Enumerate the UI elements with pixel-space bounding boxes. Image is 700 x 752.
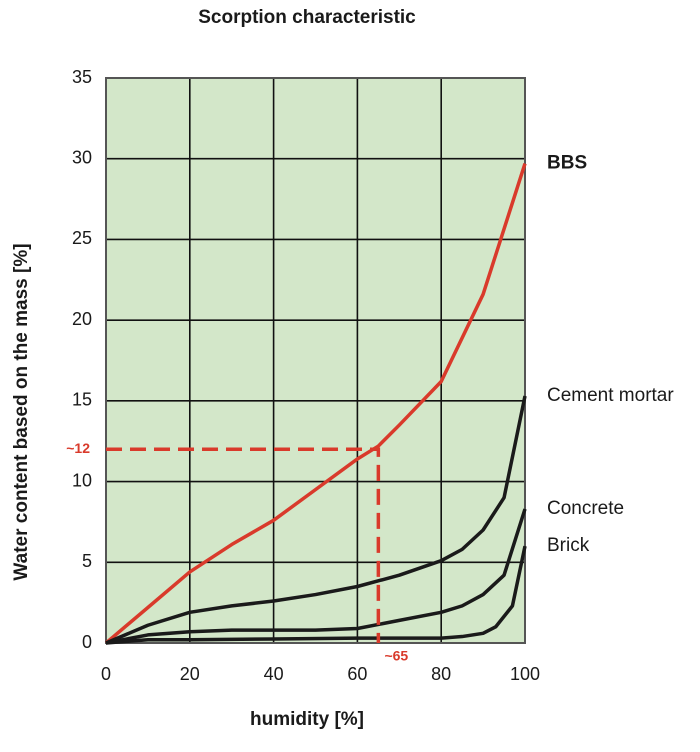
series-label: Concrete [547, 498, 624, 519]
x-tick-label: 40 [264, 664, 284, 684]
x-tick-label: 80 [431, 664, 451, 684]
y-axis-title: Water content based on the mass [%] [11, 243, 32, 580]
annotation-label: ~65 [384, 648, 408, 664]
y-tick-label: 20 [72, 309, 92, 329]
series-label: Cement mortar [547, 385, 674, 406]
y-tick-label: 15 [72, 390, 92, 410]
annotation-label: ~12 [66, 440, 90, 456]
x-tick-label: 60 [347, 664, 367, 684]
x-tick-label: 20 [180, 664, 200, 684]
series-label: Brick [547, 535, 590, 556]
series-line [105, 395, 527, 645]
series-line [105, 508, 527, 645]
series-label: BBS [547, 153, 587, 174]
y-tick-label: 35 [72, 67, 92, 87]
series-line [105, 545, 527, 645]
y-tick-label: 0 [82, 632, 92, 652]
chart-title: Scorption characteristic [198, 7, 416, 28]
y-tick-label: 25 [72, 228, 92, 248]
x-tick-label: 100 [510, 664, 540, 684]
plot-background [106, 78, 525, 643]
plot-frame [105, 77, 526, 644]
x-tick-label: 0 [101, 664, 111, 684]
y-tick-label: 30 [72, 147, 92, 167]
annotation-guide [106, 447, 381, 643]
x-axis-title: humidity [%] [250, 709, 364, 730]
y-tick-label: 10 [72, 470, 92, 490]
y-tick-label: 5 [82, 551, 92, 571]
series-line [104, 163, 527, 645]
